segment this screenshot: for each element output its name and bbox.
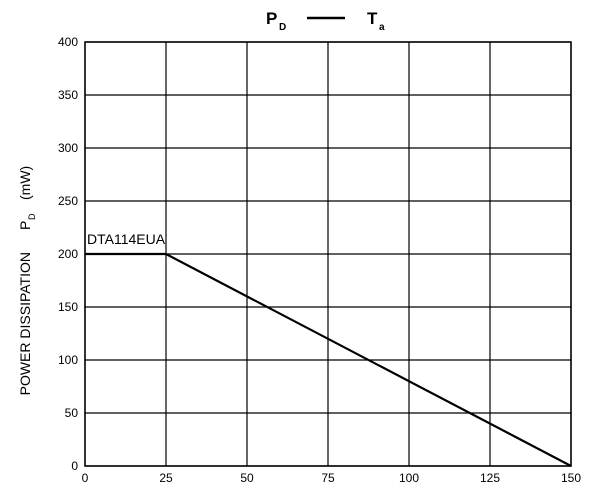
y-tick-label: 400: [58, 35, 78, 49]
y-tick-label: 0: [71, 459, 78, 473]
y-tick-label: 350: [58, 88, 78, 102]
tick-labels: 0 25 50 75 100 125 150 0 50 100 150 200 250 300 350 400: [58, 35, 581, 485]
y-tick-label: 300: [58, 141, 78, 155]
y-axis-label: POWER DISSIPATION P D (mW): [17, 166, 37, 396]
y-tick-label: 50: [65, 406, 79, 420]
y-tick-label: 150: [58, 300, 78, 314]
y-axis-label-text: POWER DISSIPATION: [17, 252, 33, 395]
y-tick-label: 250: [58, 194, 78, 208]
y-axis-label-subscript: D: [27, 213, 37, 220]
x-tick-label: 125: [480, 471, 500, 485]
title-left-subscript: D: [279, 22, 286, 33]
grid: [84, 41, 572, 467]
annotations: DTA114EUA: [87, 231, 166, 247]
x-tick-label: 25: [159, 471, 173, 485]
title-left-symbol: P: [266, 9, 277, 28]
title-right-symbol: T: [367, 9, 378, 28]
y-tick-label: 200: [58, 247, 78, 261]
x-tick-label: 50: [240, 471, 254, 485]
title-right-subscript: a: [379, 22, 385, 33]
x-tick-label: 0: [82, 471, 89, 485]
x-tick-label: 100: [399, 471, 419, 485]
x-tick-label: 75: [321, 471, 335, 485]
y-axis-label-symbol: P: [17, 221, 33, 230]
chart-title: P D T a: [266, 9, 385, 33]
y-tick-label: 100: [58, 353, 78, 367]
y-axis-label-unit: (mW): [17, 166, 33, 200]
series: [84, 252, 572, 467]
x-tick-label: 150: [561, 471, 581, 485]
series-label: DTA114EUA: [87, 231, 166, 247]
